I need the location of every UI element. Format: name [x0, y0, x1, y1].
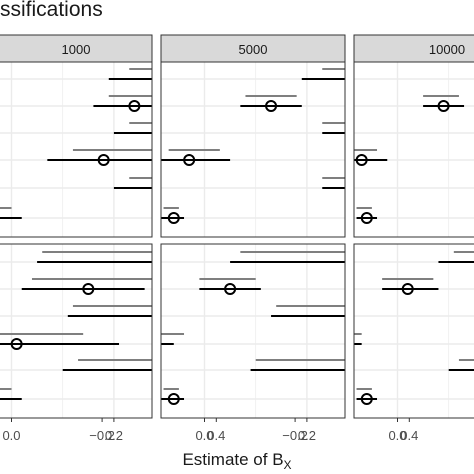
- facet-label-1000: 1000: [62, 42, 91, 57]
- x-tick-label: −0.2: [282, 428, 308, 443]
- x-tick-label: 0.0: [2, 428, 20, 443]
- panel-background: [354, 244, 474, 418]
- estimate-point: [355, 154, 368, 166]
- panel-1-5000: [161, 62, 345, 237]
- x-tick-label: 0.2: [105, 428, 123, 443]
- x-tick-label: 0.2: [298, 428, 316, 443]
- panel-border: [353, 61, 474, 238]
- panel-background: [161, 244, 345, 418]
- estimate-point: [128, 100, 141, 112]
- x-tick-label: 0.4: [207, 428, 225, 443]
- estimate-point: [360, 212, 373, 224]
- estimate-point: [183, 154, 196, 166]
- facet-label-5000: 5000: [239, 42, 268, 57]
- chart-title: ssifications: [0, 0, 103, 21]
- estimate-point: [167, 212, 180, 224]
- facet-strip: [160, 34, 346, 63]
- estimate-point: [82, 283, 95, 295]
- estimate-point: [265, 100, 278, 112]
- estimate-point: [360, 393, 373, 405]
- x-tick-label: −0.2: [89, 428, 115, 443]
- panel-background: [0, 244, 152, 418]
- x-tick-label: 0.0: [388, 428, 406, 443]
- panel-1-10000: [354, 62, 474, 237]
- estimate-point: [97, 154, 110, 166]
- estimate-point: [167, 393, 180, 405]
- x-tick-label: 0.0: [195, 428, 213, 443]
- x-axis-title-main: Estimate of B: [182, 450, 283, 469]
- panel-border: [0, 243, 153, 419]
- estimate-point: [224, 283, 237, 295]
- facet-strip: [0, 34, 153, 63]
- panel-2-1000: [0, 244, 152, 418]
- panel-border: [0, 61, 153, 238]
- panel-border: [160, 61, 346, 238]
- panel-1-1000: [0, 62, 152, 237]
- x-axis-title: Estimate of BX: [182, 450, 291, 472]
- estimate-point: [437, 100, 450, 112]
- panel-border: [353, 243, 474, 419]
- panel-2-10000: [354, 244, 474, 418]
- estimate-point: [401, 283, 414, 295]
- panel-border: [160, 243, 346, 419]
- facet-strip: [353, 34, 474, 63]
- x-tick-label: 0.4: [400, 428, 418, 443]
- estimate-point: [10, 338, 23, 350]
- x-axis-title-subscript: X: [284, 458, 292, 472]
- panel-2-5000: [161, 244, 345, 418]
- facet-label-10000: 10000: [429, 42, 465, 57]
